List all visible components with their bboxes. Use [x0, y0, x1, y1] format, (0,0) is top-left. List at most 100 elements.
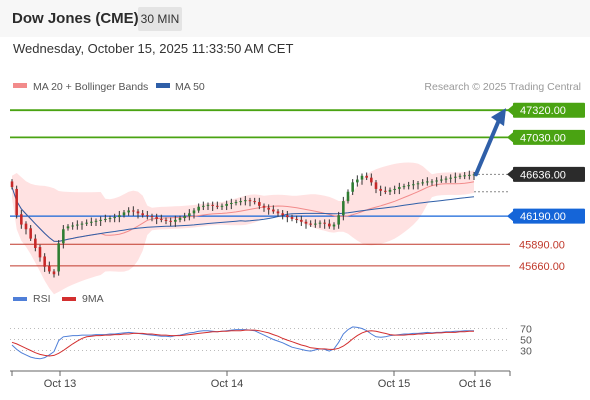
candle: [258, 197, 261, 210]
x-tick-label: Oct 15: [378, 378, 410, 390]
candle: [276, 209, 280, 217]
candle: [412, 180, 415, 190]
level-label-last: 46636.00: [520, 169, 566, 181]
candle: [328, 219, 331, 229]
candle: [52, 269, 56, 278]
candle: [48, 261, 51, 274]
candle: [300, 215, 303, 226]
candle: [24, 221, 28, 235]
bollinger-bands: [12, 162, 474, 295]
rsi-tick-label: 50: [520, 335, 532, 347]
candle: [365, 172, 368, 181]
candle: [216, 201, 219, 210]
candle: [416, 180, 420, 190]
candle: [421, 179, 424, 186]
candle: [178, 215, 182, 223]
candle: [127, 207, 130, 216]
candle: [342, 196, 345, 221]
legend-label-ma50: MA 50: [175, 81, 205, 93]
bollinger-band-area: [12, 162, 474, 295]
candle: [183, 212, 186, 222]
candle: [230, 198, 233, 210]
candle: [38, 244, 42, 262]
candle: [267, 204, 270, 215]
instrument-title: Dow Jones (CME): [12, 10, 139, 27]
rsi-tick-label: 30: [520, 346, 532, 358]
candle: [430, 179, 434, 186]
level-tag-resistance: [513, 129, 585, 145]
candle: [34, 234, 37, 252]
price-levels: 47320.00 47030.00 46636.00 46190.00 45890.00…: [10, 102, 585, 273]
candle: [370, 173, 373, 186]
candle: [15, 185, 18, 219]
chart-legend: MA 20 + Bollinger Bands MA 50 Research ©…: [13, 81, 581, 93]
legend-label-rsi: RSI: [33, 293, 51, 305]
candle: [150, 213, 154, 222]
candle: [253, 197, 256, 205]
candle: [393, 185, 396, 195]
candle: [225, 200, 228, 211]
candle: [192, 208, 196, 219]
rsi-legend: RSI 9MA: [13, 293, 104, 305]
candle: [458, 173, 462, 180]
chart-header: Dow Jones (CME) 30 MIN: [0, 0, 590, 37]
ma50-line: [11, 186, 475, 242]
candle: [454, 172, 457, 183]
legend-label-9ma: 9MA: [82, 293, 104, 305]
candle: [85, 219, 88, 226]
candle: [407, 181, 410, 190]
candle: [80, 221, 84, 230]
candlesticks: [10, 170, 476, 278]
candle: [202, 201, 205, 211]
x-tick-label: Oct 14: [211, 378, 243, 390]
candle: [402, 183, 406, 190]
candle: [244, 195, 247, 206]
legend-swatch-ma20: [13, 83, 27, 88]
candle: [248, 197, 252, 207]
candle: [206, 202, 210, 211]
candle: [337, 211, 340, 229]
candle: [169, 217, 172, 226]
candle: [211, 201, 214, 211]
chart-datetime: Wednesday, October 15, 2025 11:33:50 AM …: [13, 41, 294, 56]
candle: [262, 203, 266, 212]
candle: [272, 205, 275, 214]
candle: [304, 219, 308, 229]
level-label-support: 45660.00: [519, 261, 565, 273]
candle: [174, 215, 177, 227]
candle: [10, 179, 14, 190]
candle: [136, 209, 140, 219]
candle: [309, 220, 312, 227]
candle: [435, 177, 438, 187]
level-label-pivot: 46190.00: [520, 211, 566, 223]
candle: [398, 182, 401, 195]
timeframe-selector[interactable]: 30 MIN: [138, 7, 182, 31]
candle: [122, 210, 126, 218]
rsi-9ma-line: [11, 329, 474, 357]
candle: [286, 210, 289, 223]
candle: [346, 189, 350, 204]
candle: [356, 175, 359, 187]
candle: [62, 225, 65, 249]
candle: [43, 253, 46, 272]
legend-swatch-ma50: [156, 83, 170, 88]
candle: [449, 174, 452, 183]
level-tag-pointer: [507, 105, 513, 116]
candle: [384, 186, 387, 195]
candle: [108, 215, 112, 223]
candle: [281, 210, 284, 220]
rsi-tick-label: 70: [520, 324, 532, 336]
candle: [388, 187, 392, 196]
level-tag-pointer: [507, 211, 513, 222]
candle: [141, 210, 144, 218]
x-tick-label: Oct 16: [459, 378, 491, 390]
candle: [440, 175, 443, 183]
candle: [29, 225, 32, 241]
candle: [290, 214, 294, 222]
forecast-arrow: [474, 108, 506, 177]
legend-label-ma20: MA 20 + Bollinger Bands: [33, 81, 148, 93]
candle: [360, 173, 364, 185]
candle: [118, 210, 121, 223]
